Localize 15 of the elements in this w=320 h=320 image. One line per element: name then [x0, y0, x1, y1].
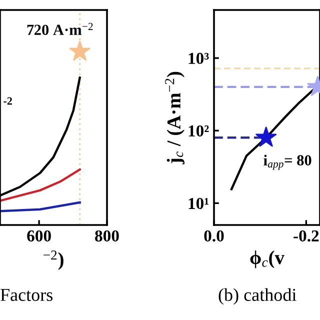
annotation: i$_{app}$= 80	[264, 154, 312, 170]
y-tick-label: 10¹	[188, 198, 208, 210]
x-tick-label: 600	[27, 230, 51, 242]
annotation: -2	[4, 97, 12, 105]
x-tick-label: 0.0	[204, 230, 224, 242]
text: (b) cathodi	[218, 288, 296, 305]
annotation: 720 A·m$^{−2}$	[27, 22, 93, 36]
y-tick-label: 10²	[188, 125, 209, 137]
x-tick-label: -0.2	[294, 230, 319, 242]
x-axis-title: $^{−2}$)	[44, 250, 64, 270]
y-tick-label: 10³	[188, 52, 209, 64]
x-axis-title: ϕ$_{c}$(v	[250, 250, 284, 268]
text: Factors	[0, 288, 52, 301]
x-tick-label: 800	[95, 230, 119, 242]
y-axis-title: j$_{c}$ / (A·m$^{−2}$)	[165, 72, 184, 164]
